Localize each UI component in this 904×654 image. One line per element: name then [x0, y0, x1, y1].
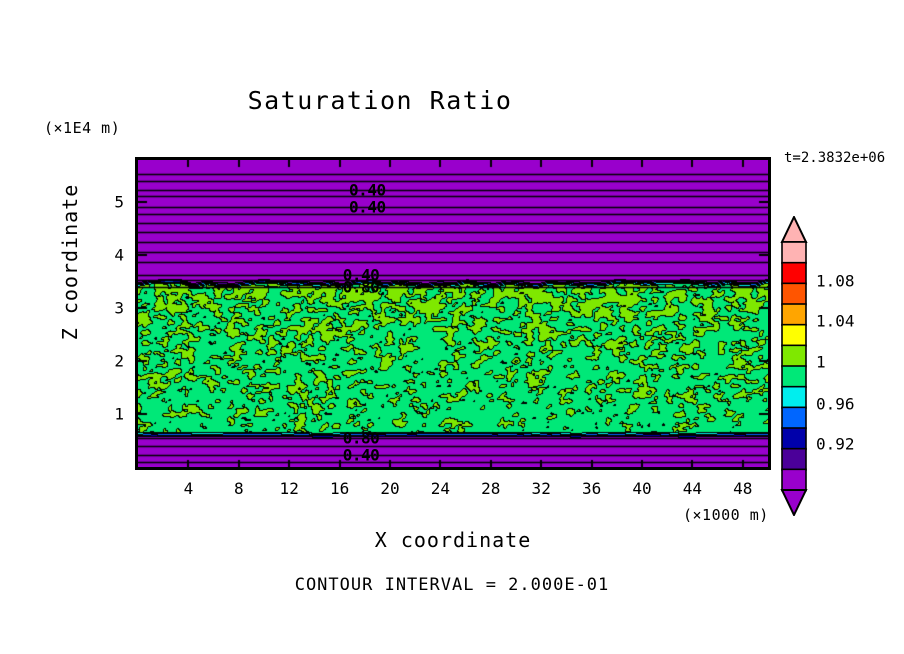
colorbar-bottom-arrow	[780, 489, 808, 516]
contour-label: 0.80	[342, 277, 380, 297]
colorbar[interactable]	[779, 216, 809, 516]
contour-plot-area[interactable]: 0.40 0.40 0.40 0.80 0.80 0.40	[135, 157, 771, 470]
x-tick-label: 48	[733, 479, 753, 498]
colorbar-svg	[780, 216, 808, 516]
y-tick-label: 5	[114, 192, 124, 212]
y-tick-label: 3	[114, 298, 124, 318]
x-tick-label: 4	[183, 479, 194, 498]
x-tick-label: 32	[531, 479, 551, 498]
y-tick-label: 2	[114, 351, 124, 371]
x-tick-label: 36	[581, 479, 602, 498]
y-tick-label: 4	[114, 245, 124, 265]
x-tick-label: 28	[481, 479, 501, 498]
colorbar-band	[781, 468, 807, 492]
contour-interval-label: CONTOUR INTERVAL = 2.000E-01	[294, 575, 610, 595]
colorbar-band	[781, 406, 807, 430]
x-tick-label: 24	[430, 479, 451, 498]
colorbar-band	[781, 385, 807, 409]
x-tick-label: 16	[329, 479, 350, 498]
colorbar-tick-label: 0.92	[816, 434, 855, 454]
x-tick-label: 8	[233, 479, 244, 498]
x-tick-label: 20	[380, 479, 400, 498]
colorbar-tick-label: 1	[816, 352, 826, 372]
x-tick-label: 12	[279, 479, 299, 498]
colorbar-band	[781, 447, 807, 471]
y-axis-unit-label: (×1E4 m)	[44, 119, 121, 137]
colorbar-band	[781, 365, 807, 389]
page-title: Saturation Ratio	[247, 86, 513, 115]
colorbar-tick-label: 1.08	[816, 271, 855, 290]
contour-label: 0.40	[349, 197, 386, 217]
time-stamp-label: t=2.3832e+06	[784, 150, 886, 166]
contour-label: 0.80	[342, 428, 380, 448]
x-tick-label: 44	[682, 479, 703, 498]
colorbar-tick-label: 0.96	[816, 394, 855, 413]
colorbar-band	[781, 241, 807, 265]
y-tick-label: 1	[114, 404, 124, 424]
colorbar-top-arrow	[780, 216, 808, 243]
x-axis-unit-label: (×1000 m)	[683, 506, 769, 524]
x-tick-label: 40	[632, 479, 652, 498]
colorbar-band	[781, 282, 807, 306]
contour-field-canvas	[138, 160, 768, 467]
contour-label: 0.40	[349, 180, 386, 200]
colorbar-band	[781, 323, 807, 347]
colorbar-band	[781, 427, 807, 451]
colorbar-tick-label: 1.04	[816, 311, 855, 331]
y-axis-title: Z coordinate	[58, 183, 82, 341]
colorbar-band	[781, 303, 807, 327]
colorbar-band	[781, 261, 807, 285]
x-axis-title: X coordinate	[374, 528, 532, 552]
colorbar-band	[781, 344, 807, 368]
contour-label: 0.40	[342, 445, 380, 465]
contour-label: 0.40	[342, 265, 380, 284]
